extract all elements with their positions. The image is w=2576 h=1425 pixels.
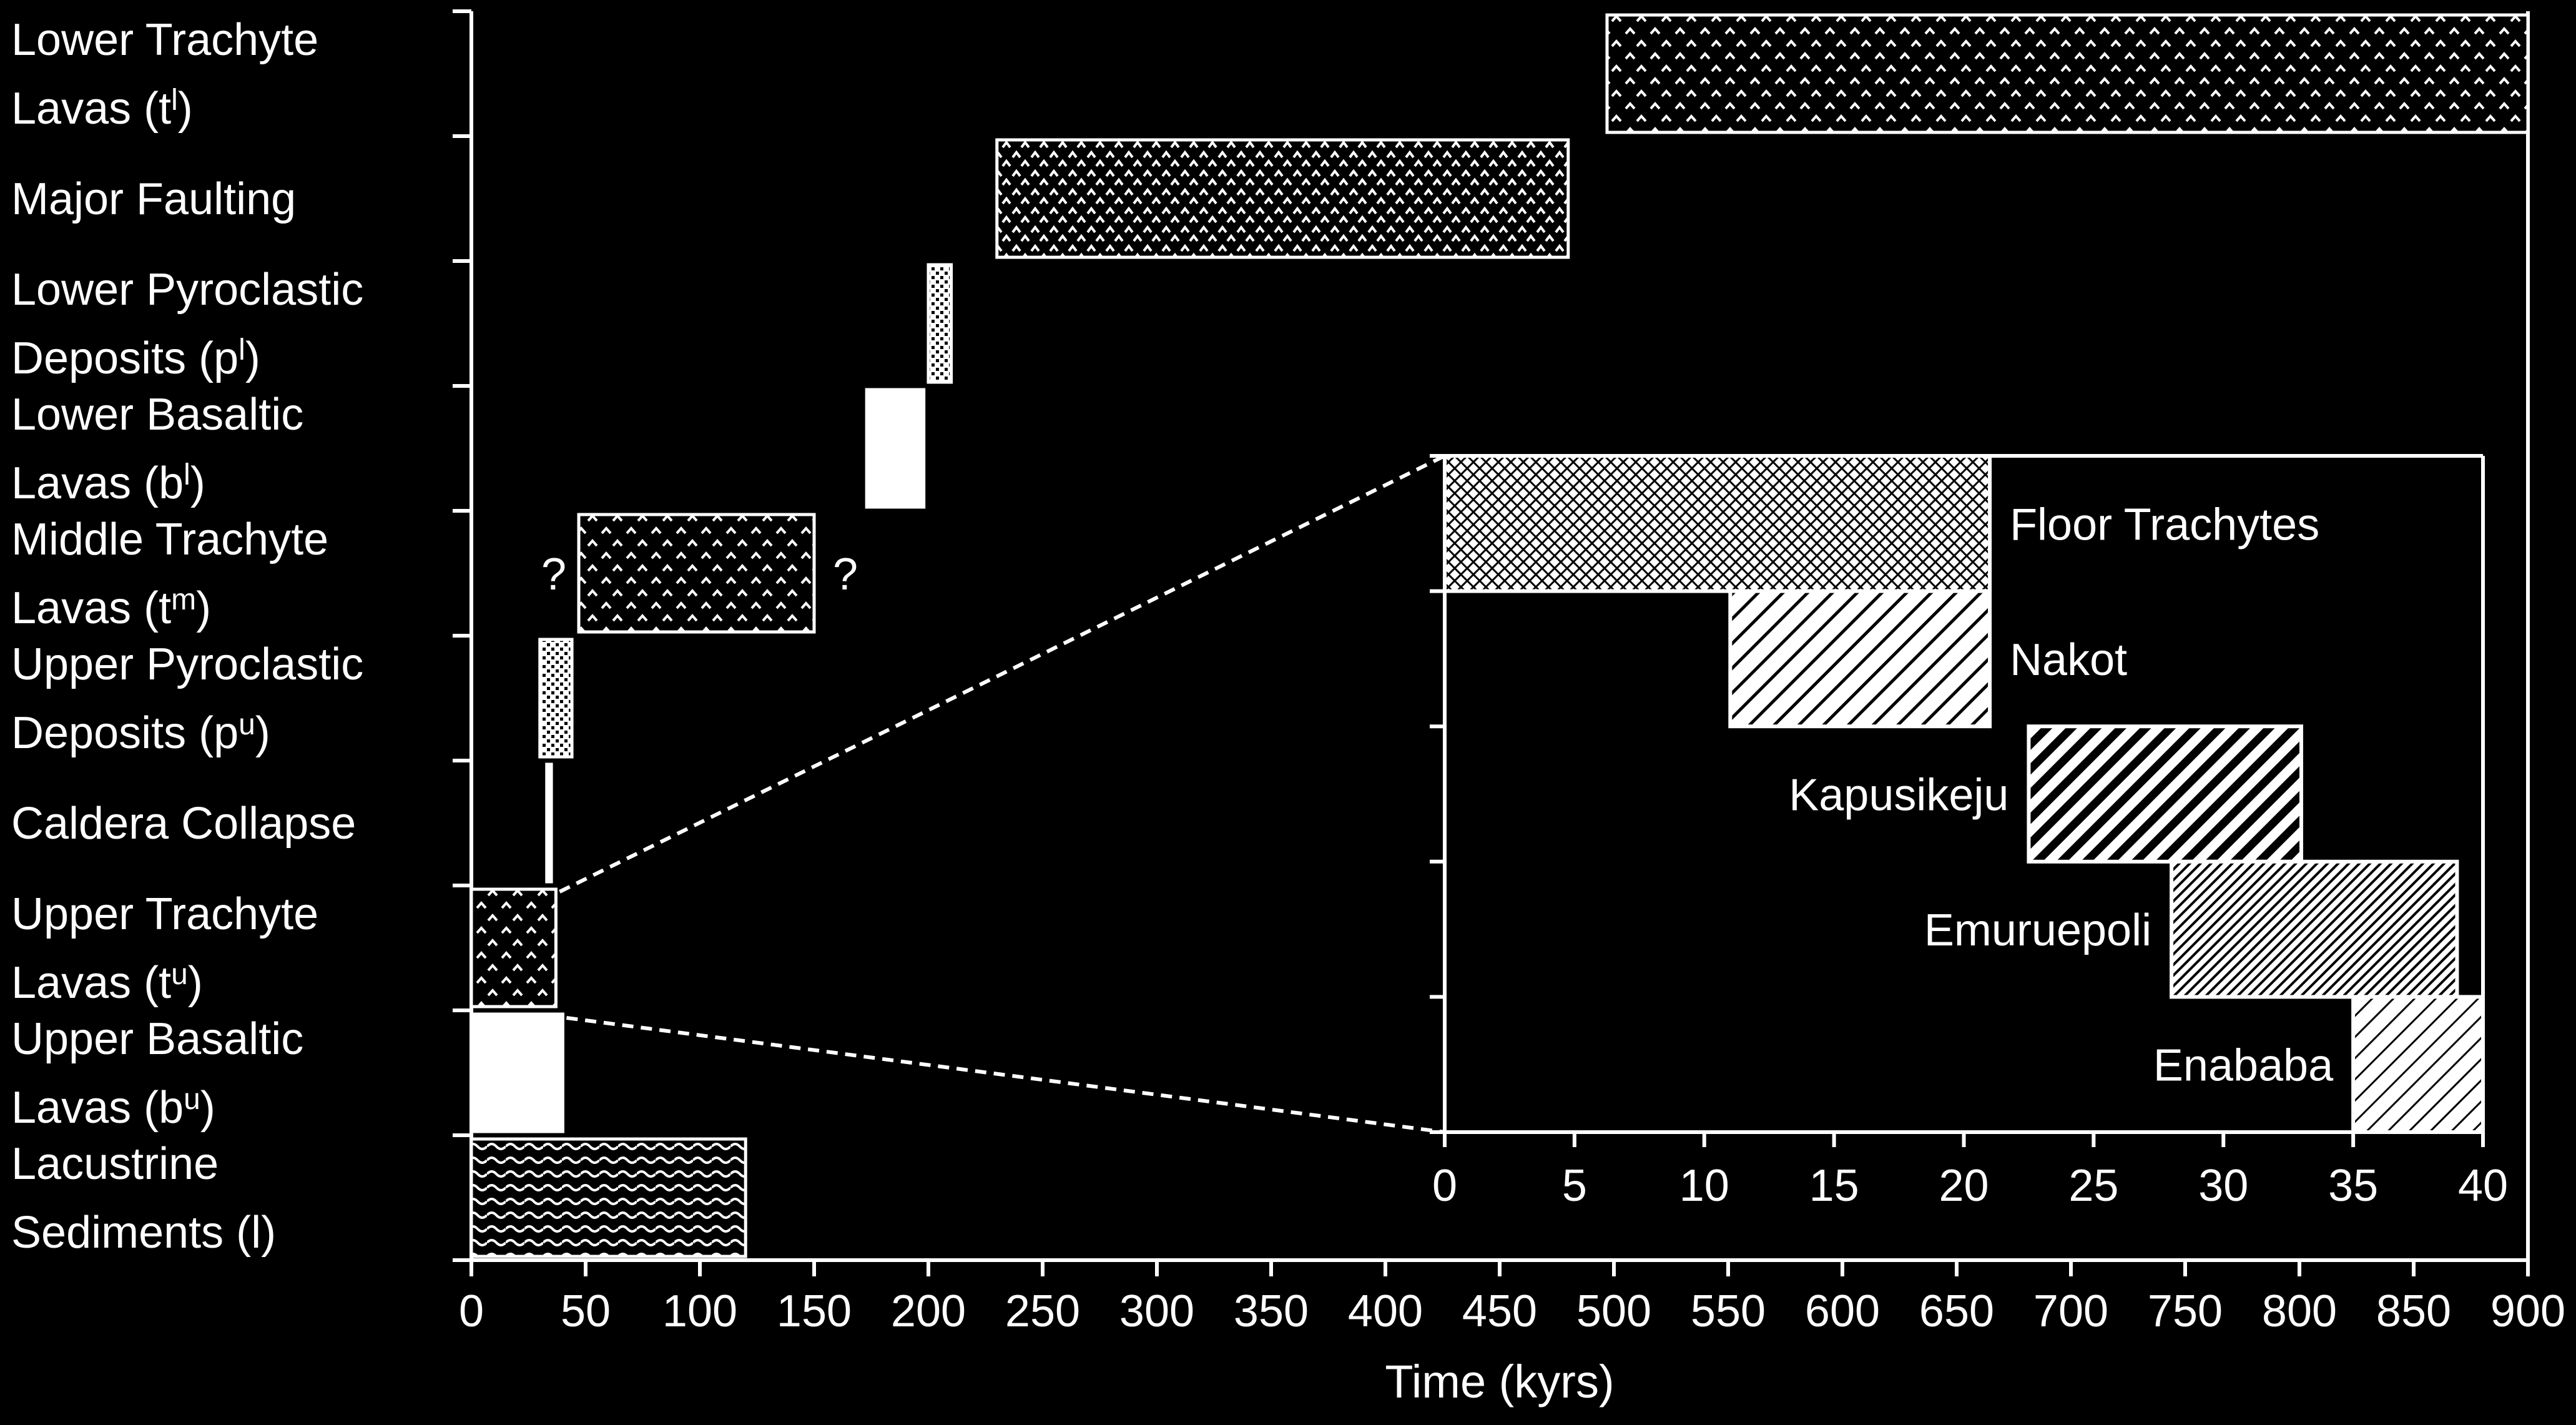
category-label: Major Faulting [11,174,296,224]
inset-bar-label: Enababa [2153,1041,2334,1091]
category-label-main: Lavas (t [11,583,171,633]
x-tick-label: 150 [777,1286,852,1336]
main-plot: 0 50 100 150 200 250 300 350 400 450 500 550 600 650 7… [11,9,2565,1408]
category-label-superscript: l [184,458,190,491]
category-label-main: Lavas (t [11,958,171,1008]
inset-x-tick-label: 20 [1939,1161,1989,1211]
category-label-superscript: u [238,708,255,741]
range-bar [545,762,553,884]
category-label-line1: Lacustrine [11,1139,219,1189]
x-tick-label: 450 [1462,1286,1537,1336]
inset-range-bar [2351,995,2485,1135]
x-tick-label: 750 [2148,1286,2223,1336]
category-label-end: ) [200,1083,215,1133]
category-label-superscript: l [171,84,178,117]
range-bar [469,887,558,1008]
range-bar [927,263,953,384]
inset-x-tick-label: 15 [1809,1161,1859,1211]
inset-range-bar [1443,454,1992,593]
category-label-line2: Deposits (pu) [11,708,270,758]
inset-bar-label: Floor Trachytes [2010,500,2319,550]
range-bar [469,1012,564,1133]
x-tick-label: 50 [561,1286,611,1336]
category-label-line2: Deposits (pl) [11,333,260,383]
x-tick-label: 300 [1119,1286,1194,1336]
category-label-end: ) [245,333,260,383]
x-tick-label: 550 [1691,1286,1766,1336]
zoom-connector-line [559,454,1446,894]
inset-x-tick-label: 10 [1679,1161,1729,1211]
category-label-main: Deposits (p [11,333,238,383]
x-tick-label: 350 [1234,1286,1309,1336]
x-axis-label: Time (kyrs) [1385,1356,1614,1408]
x-tick-label: 800 [2262,1286,2337,1336]
inset-x-tick-label: 35 [2328,1161,2378,1211]
category-label-end: ) [196,583,211,633]
x-tick-label: 100 [662,1286,737,1336]
category-label-superscript: l [238,333,245,367]
category-label-superscript: u [184,1083,200,1116]
x-tick-label: 400 [1348,1286,1423,1336]
x-tick-label: 500 [1576,1286,1651,1336]
inset-range-bar [1728,589,1992,729]
range-bar [1605,13,2530,134]
category-label: Caldera Collapse [11,799,356,849]
category-label-main: Lavas (t [11,84,171,134]
inset-bar-label: Kapusikeju [1789,771,2008,821]
x-tick-label: 250 [1005,1286,1080,1336]
category-label-end: ) [188,958,203,1008]
x-tick-label: 600 [1805,1286,1880,1336]
x-tick-label: 0 [459,1286,484,1336]
inset-plot: 0 5 10 15 20 25 30 35 40 Floor Trachytes Nakot Kapu… [559,454,2508,1211]
zoom-connector-line [566,1016,1445,1134]
range-bar [865,388,926,509]
category-label-superscript: m [171,583,196,616]
annotation-question-mark: ? [541,550,566,599]
range-bar [469,1137,747,1258]
category-label-main: Lavas (b [11,458,184,508]
inset-bar-label: Nakot [2010,635,2127,685]
range-bar [538,638,574,759]
inset-x-tick-label: 30 [2198,1161,2248,1211]
category-label-main: Deposits (p [11,708,238,758]
category-label-line2: Lavas (bu) [11,1083,215,1133]
x-tick-label: 900 [2490,1286,2565,1336]
category-label-line1: Upper Trachyte [11,889,318,939]
category-label-main: Lavas (b [11,1083,184,1133]
annotation-question-mark: ? [833,550,858,599]
category-label-line1: Upper Basaltic [11,1014,303,1064]
x-tick-label: 650 [1919,1286,1994,1336]
category-label-line1: Lower Trachyte [11,15,318,65]
category-label-line1: Lower Pyroclastic [11,265,363,315]
range-bar [995,138,1570,259]
inset-bar-label: Emuruepoli [1924,905,2151,955]
category-label-end: ) [190,458,205,508]
category-label-end: ) [178,84,193,134]
inset-x-tick-label: 0 [1432,1161,1457,1211]
category-label-line2: Lavas (tl) [11,84,193,134]
inset-x-tick-label: 5 [1562,1161,1587,1211]
category-label-end: ) [255,708,270,758]
inset-x-tick-label: 25 [2068,1161,2118,1211]
inset-range-bar [2170,859,2459,999]
category-label-line2: Lavas (tm) [11,583,211,633]
category-label-line2: Lavas (bl) [11,458,205,508]
category-label-line1: Middle Trachyte [11,515,328,565]
category-label-line1: Upper Pyroclastic [11,639,363,689]
range-bar [577,513,816,634]
category-label-line1: Lower Basaltic [11,390,303,440]
x-tick-label: 850 [2376,1286,2451,1336]
x-tick-label: 200 [891,1286,966,1336]
category-label-line2: Sediments (l) [11,1208,276,1258]
inset-range-bar [2027,724,2303,864]
category-label-line2: Lavas (tu) [11,958,203,1008]
category-label-superscript: u [171,958,188,991]
x-tick-label: 700 [2033,1286,2108,1336]
inset-x-tick-label: 40 [2458,1161,2508,1211]
